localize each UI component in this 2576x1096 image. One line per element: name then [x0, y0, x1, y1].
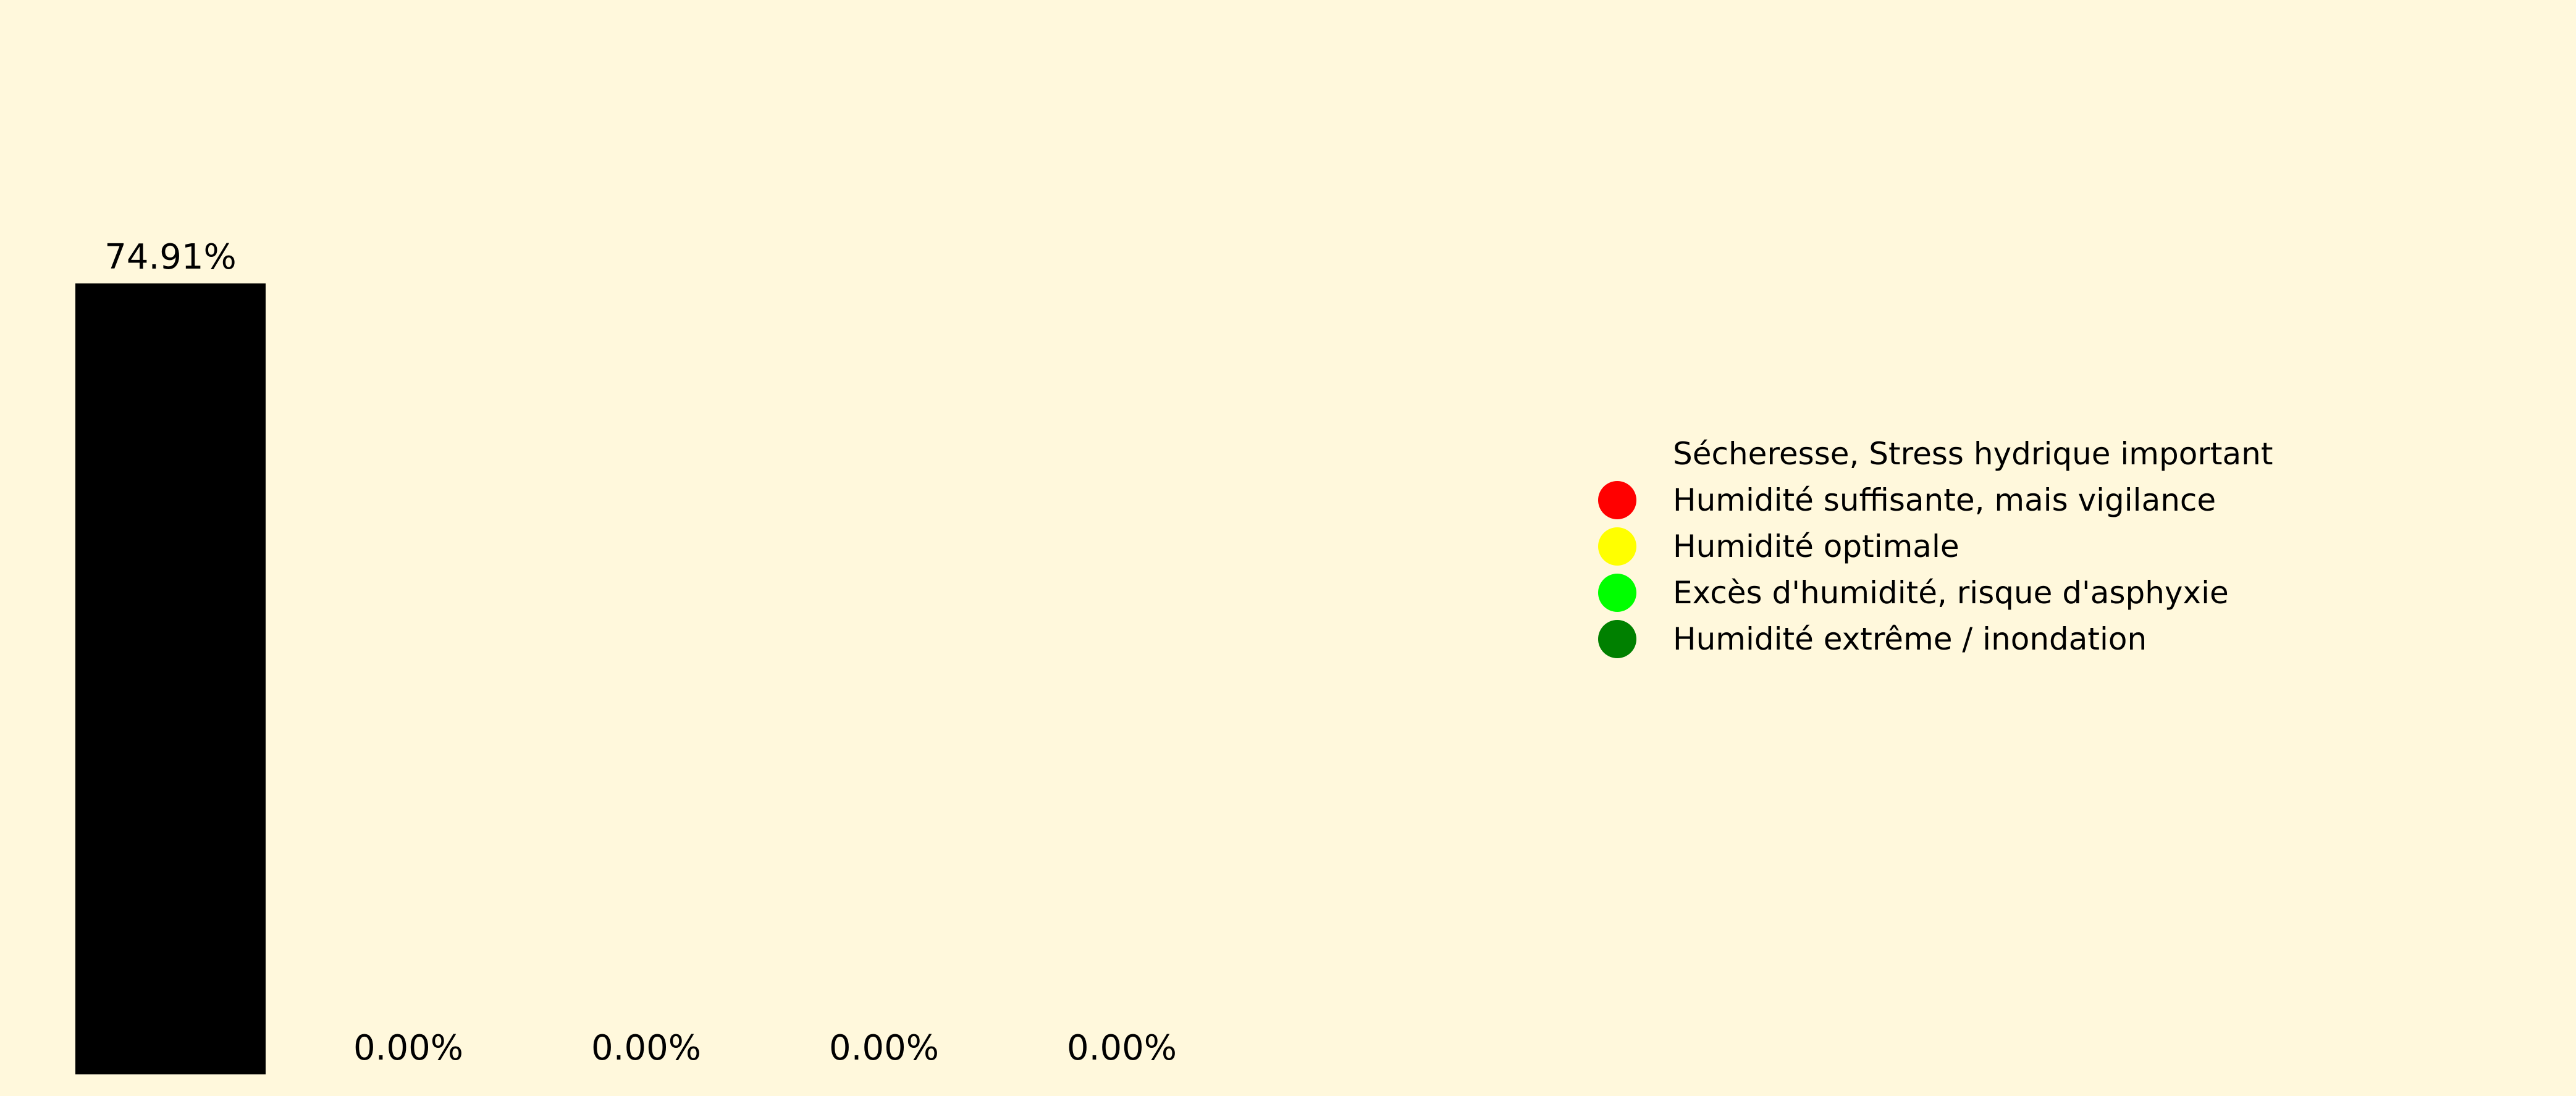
bars: [75, 283, 266, 1074]
legend-label-1: Sécheresse, Stress hydrique important: [1673, 436, 2273, 472]
legend-marker-5: [1598, 620, 1636, 658]
legend-marker-4: [1598, 574, 1636, 612]
bar-value-label-1: 74.91%: [104, 237, 237, 277]
legend: Sécheresse, Stress hydrique important Hum…: [1598, 435, 2273, 658]
legend-label-4: Excès d'humidité, risque d'asphyxie: [1673, 575, 2229, 611]
legend-label-5: Humidité extrême / inondation: [1673, 621, 2147, 657]
bar-value-label-4: 0.00%: [829, 1028, 939, 1068]
legend-marker-2: [1598, 481, 1636, 519]
data-labels: 74.91% 0.00% 0.00% 0.00% 0.00%: [104, 237, 1177, 1068]
legend-marker-3: [1598, 527, 1636, 566]
legend-label-3: Humidité optimale: [1673, 529, 1959, 564]
legend-marker-1: [1598, 435, 1636, 473]
bar-value-label-5: 0.00%: [1067, 1028, 1177, 1068]
bar-value-label-3: 0.00%: [591, 1028, 701, 1068]
bar-value-label-2: 0.00%: [353, 1028, 463, 1068]
legend-label-2: Humidité suffisante, mais vigilance: [1673, 482, 2216, 518]
bar-1: [75, 283, 266, 1074]
